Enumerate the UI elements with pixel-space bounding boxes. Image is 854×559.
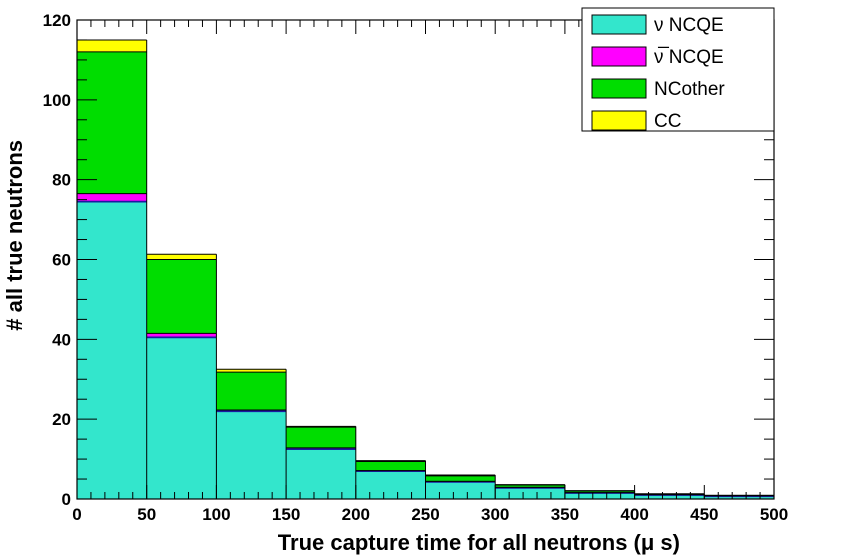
bar-series-2-bin-4 <box>355 461 426 471</box>
x-axis-label: True capture time for all neutrons (μ s) <box>278 530 680 555</box>
bar-series-3-bin-0 <box>77 39 147 52</box>
y-tick-label: 40 <box>52 330 71 349</box>
x-tick-label: 150 <box>272 505 300 524</box>
legend-label: CC <box>654 111 681 132</box>
histogram-bars <box>76 39 774 499</box>
x-tick-label: 350 <box>551 505 579 524</box>
legend-swatch <box>591 110 647 131</box>
x-tick-label: 200 <box>342 505 370 524</box>
legend-swatch <box>591 78 647 99</box>
y-tick-label: 120 <box>43 11 71 30</box>
bar-series-2-bin-2 <box>216 372 287 410</box>
x-tick-label: 450 <box>690 505 718 524</box>
bar-series-1-bin-0 <box>77 193 147 202</box>
bar-series-2-bin-7 <box>564 491 635 493</box>
bar-series-2-bin-1 <box>146 259 217 334</box>
y-tick-label: 20 <box>52 410 71 429</box>
x-tick-label: 0 <box>72 505 81 524</box>
bar-series-0-bin-4 <box>355 471 426 499</box>
bar-series-0-bin-8 <box>634 495 705 499</box>
legend-swatch <box>591 46 647 67</box>
y-axis-label: # all true neutrons <box>2 140 27 331</box>
y-tick-label: 60 <box>52 251 71 270</box>
y-tick-label: 0 <box>62 490 71 509</box>
bar-series-0-bin-9 <box>704 496 774 499</box>
x-tick-label: 250 <box>411 505 439 524</box>
bar-series-2-bin-0 <box>77 51 147 194</box>
x-tick-label: 400 <box>620 505 648 524</box>
legend-label: NCother <box>654 79 725 100</box>
legend-swatch <box>591 14 647 35</box>
legend-label: ν NCQE <box>654 15 724 36</box>
bar-series-0-bin-0 <box>77 201 147 499</box>
bar-series-0-bin-2 <box>216 411 287 499</box>
y-tick-label: 100 <box>43 91 71 110</box>
bar-series-1-bin-1 <box>146 333 217 338</box>
x-tick-label: 500 <box>760 505 788 524</box>
bar-series-3-bin-2 <box>216 369 287 373</box>
x-tick-label: 50 <box>137 505 156 524</box>
bar-series-2-bin-5 <box>425 475 496 482</box>
y-tick-label: 80 <box>52 171 71 190</box>
bar-series-3-bin-1 <box>146 254 217 260</box>
bar-series-2-bin-3 <box>286 427 356 448</box>
bar-series-0-bin-1 <box>146 337 217 499</box>
legend: ν NCQE ν̅ NCQE NCother CC <box>581 7 775 132</box>
x-tick-label: 300 <box>481 505 509 524</box>
bar-series-0-bin-5 <box>425 481 496 499</box>
x-tick-label: 100 <box>202 505 230 524</box>
bar-series-0-bin-3 <box>286 449 356 499</box>
bar-series-0-bin-6 <box>495 487 565 499</box>
bar-series-2-bin-6 <box>495 485 565 488</box>
x-axis: 0 50 100 150 200 250 300 350 400 450 500 <box>72 20 788 524</box>
bar-series-0-bin-7 <box>564 493 635 499</box>
legend-label: ν̅ NCQE <box>654 47 724 68</box>
y-axis: 0 20 40 60 80 100 120 <box>43 11 774 509</box>
